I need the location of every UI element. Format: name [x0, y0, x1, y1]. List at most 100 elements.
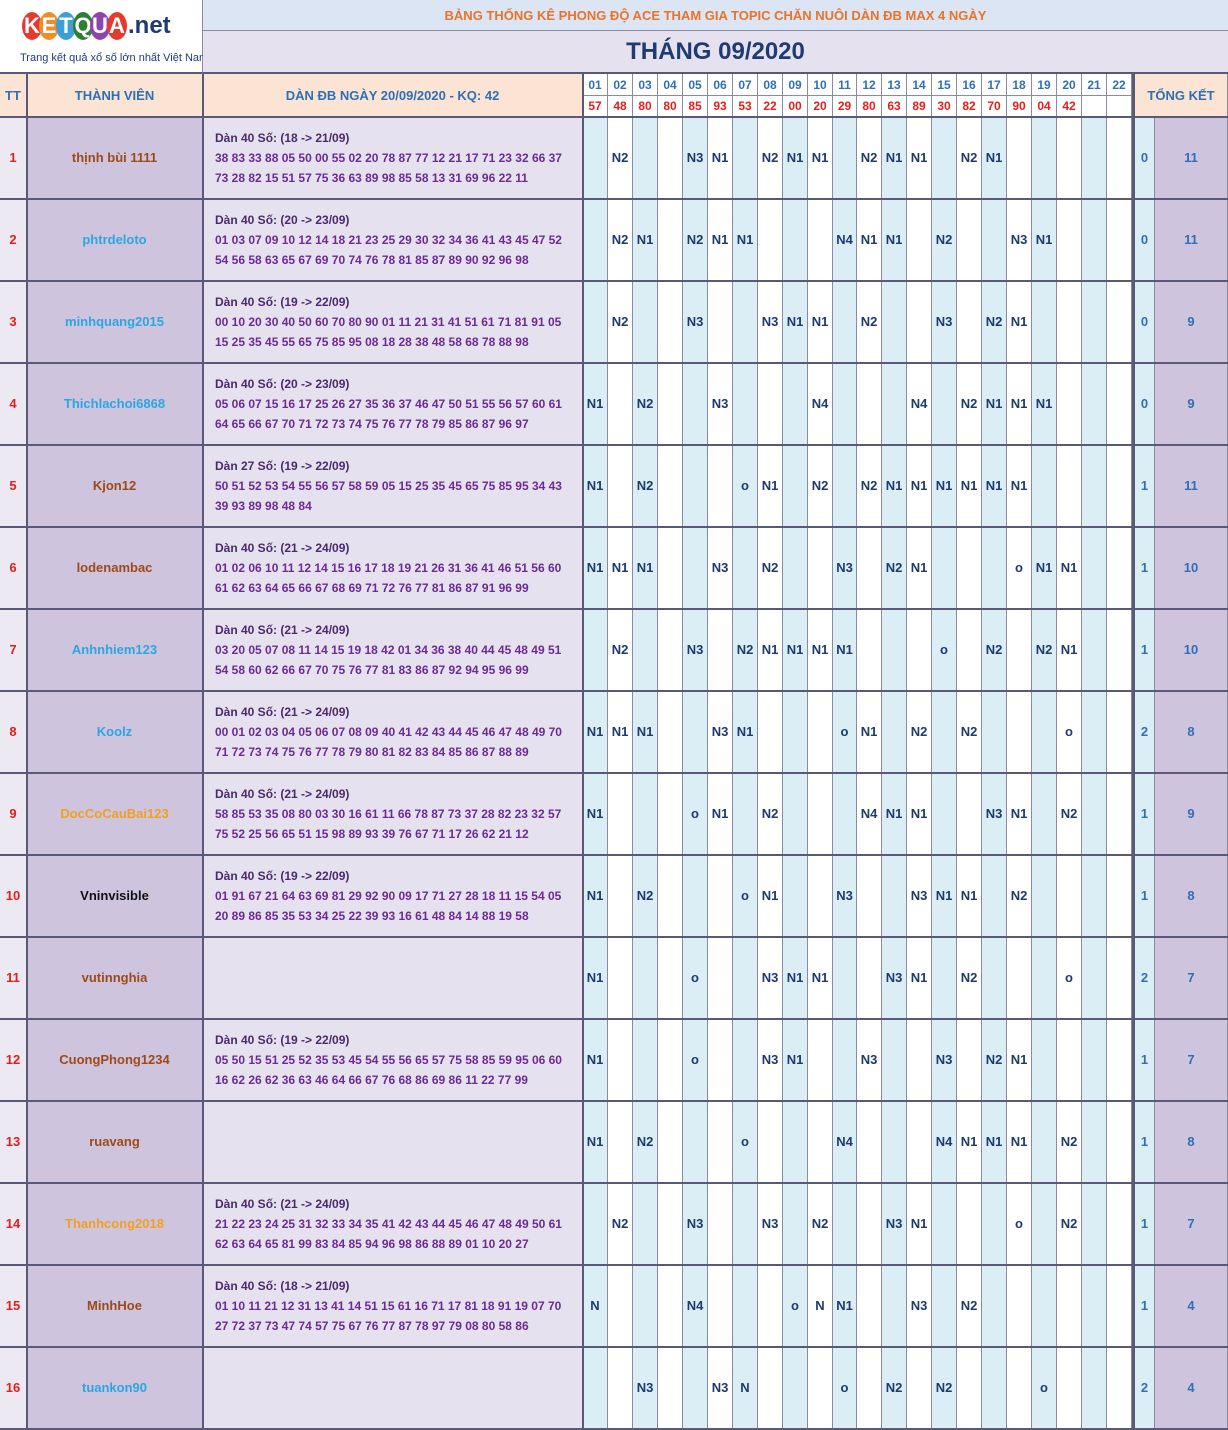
day-mark: o	[840, 1380, 849, 1395]
day-mark: N3	[761, 314, 779, 329]
day-result-value: 00	[788, 99, 802, 113]
day-mark: N2	[960, 150, 978, 165]
day-mark-cell	[733, 937, 758, 1019]
day-mark: o	[1015, 560, 1023, 575]
day-mark-cell	[608, 1265, 633, 1347]
day-mark-cell	[808, 691, 833, 773]
member-name: Thanhcong2018	[65, 1216, 164, 1231]
day-mark-cell	[982, 855, 1007, 937]
day-mark-cell	[1057, 1019, 1082, 1101]
dan-line: 15 25 35 45 55 65 75 85 95 08 18 28 38 4…	[215, 334, 529, 349]
day-mark-cell	[658, 855, 683, 937]
day-mark-cell: N3	[683, 1183, 708, 1265]
day-mark: N1	[960, 1134, 978, 1149]
day-mark-cell	[658, 1101, 683, 1183]
day-mark-cell	[982, 691, 1007, 773]
member-name-cell[interactable]: lodenambac	[27, 527, 203, 609]
day-number: 08	[763, 77, 777, 92]
day-mark: N3	[1010, 232, 1028, 247]
day-mark-cell: N3	[708, 527, 733, 609]
day-result-value: 70	[987, 99, 1001, 113]
dan-text: Dàn 40 Số: (18 -> 21/09) 01 10 11 21 12 3…	[215, 1276, 561, 1336]
member-name-cell[interactable]: CuongPhong1234	[27, 1019, 203, 1101]
member-name-cell[interactable]: MinhHoe	[27, 1265, 203, 1347]
member-name-cell[interactable]: Koolz	[27, 691, 203, 773]
member-name-cell[interactable]: Thichlachoi6868	[27, 363, 203, 445]
dan-text: Dàn 40 Số: (21 -> 24/09) 00 01 02 03 04 0…	[215, 702, 562, 762]
day-mark-cell	[658, 527, 683, 609]
day-mark-cell: N3	[857, 1019, 882, 1101]
logo-suffix: .net	[128, 12, 171, 39]
day-number: 06	[713, 77, 727, 92]
day-mark-cell	[1082, 1019, 1107, 1101]
member-name-cell[interactable]: Vninvisible	[27, 855, 203, 937]
day-mark-cell: N3	[882, 937, 907, 1019]
header-total: TỔNG KẾT	[1132, 74, 1228, 117]
day-mark: N1	[786, 1052, 804, 1067]
member-name-cell[interactable]: ruavang	[27, 1101, 203, 1183]
day-header: 02	[608, 74, 633, 96]
member-name-cell[interactable]: minhquang2015	[27, 281, 203, 363]
day-mark-cell: N	[733, 1347, 758, 1429]
dan-line: 05 06 07 15 16 17 25 26 27 35 36 37 46 4…	[215, 396, 562, 411]
member-name-cell[interactable]: Anhnhiem123	[27, 609, 203, 691]
summary-hits-value: 1	[1140, 1298, 1149, 1313]
day-mark: N1	[586, 806, 604, 821]
member-name-cell[interactable]: tuankon90	[27, 1347, 203, 1429]
day-mark: N1	[1010, 806, 1028, 821]
summary-total: 11	[1155, 445, 1228, 527]
day-mark: N1	[761, 642, 779, 657]
day-mark-cell	[658, 1265, 683, 1347]
member-name-cell[interactable]: DocCoCauBai123	[27, 773, 203, 855]
day-mark: N2	[960, 970, 978, 985]
day-mark-cell	[1032, 937, 1057, 1019]
dan-numbers: Dàn 40 Số: (18 -> 21/09) 01 10 11 21 12 3…	[203, 1265, 583, 1347]
day-mark-cell: N1	[583, 445, 608, 527]
day-mark-cell: N2	[982, 281, 1007, 363]
day-mark-cell: N2	[957, 691, 982, 773]
member-name-cell[interactable]: Kjon12	[27, 445, 203, 527]
member-name-cell[interactable]: thịnh bùi 1111	[27, 117, 203, 199]
day-mark-cell	[1032, 773, 1057, 855]
day-mark-cell: N1	[583, 855, 608, 937]
dan-line: 54 56 58 63 65 67 69 70 74 76 78 81 85 8…	[215, 252, 529, 267]
day-mark: N2	[935, 232, 953, 247]
day-mark-cell: N1	[982, 445, 1007, 527]
day-mark-cell	[1082, 691, 1107, 773]
day-header: 06	[708, 74, 733, 96]
day-mark-cell	[783, 773, 808, 855]
day-mark: N4	[686, 1298, 704, 1313]
day-result: 80	[857, 96, 882, 117]
row-number-value: 14	[5, 1216, 21, 1231]
day-mark-cell	[683, 527, 708, 609]
member-name-cell[interactable]: phtrdeloto	[27, 199, 203, 281]
day-mark-cell: N3	[708, 691, 733, 773]
day-mark: N1	[636, 232, 654, 247]
day-mark-cell	[882, 855, 907, 937]
day-mark: N4	[836, 1134, 853, 1149]
day-mark: N1	[761, 888, 779, 903]
summary-total: 10	[1155, 609, 1228, 691]
summary-total: 11	[1155, 117, 1228, 199]
day-mark-cell: N1	[758, 445, 783, 527]
day-mark-cell: N4	[808, 363, 833, 445]
dan-title: Dàn 40 Số: (19 -> 22/09)	[215, 1032, 350, 1047]
day-mark: N1	[885, 232, 903, 247]
day-mark-cell	[833, 363, 857, 445]
day-mark-cell	[1107, 1265, 1132, 1347]
day-mark-cell	[982, 937, 1007, 1019]
day-mark-cell: N2	[608, 281, 633, 363]
day-mark-cell: N1	[833, 609, 857, 691]
day-mark-cell: N3	[683, 281, 708, 363]
day-mark-cell: N1	[982, 1101, 1007, 1183]
dan-text: Dàn 40 Số: (20 -> 23/09) 05 06 07 15 16 1…	[215, 374, 562, 434]
dan-title: Dàn 40 Số: (20 -> 23/09)	[215, 376, 350, 391]
grid-separator	[582, 74, 584, 1429]
day-mark-cell: N1	[882, 117, 907, 199]
day-mark-cell: N1	[783, 937, 808, 1019]
day-result-value: 82	[962, 99, 976, 113]
day-result-value: 22	[763, 99, 777, 113]
member-name-cell[interactable]: vutinnghia	[27, 937, 203, 1019]
member-name-cell[interactable]: Thanhcong2018	[27, 1183, 203, 1265]
ketqua-logo[interactable]: KE TQUA .net Trang kết quả xổ số lớn nhất …	[0, 0, 208, 74]
